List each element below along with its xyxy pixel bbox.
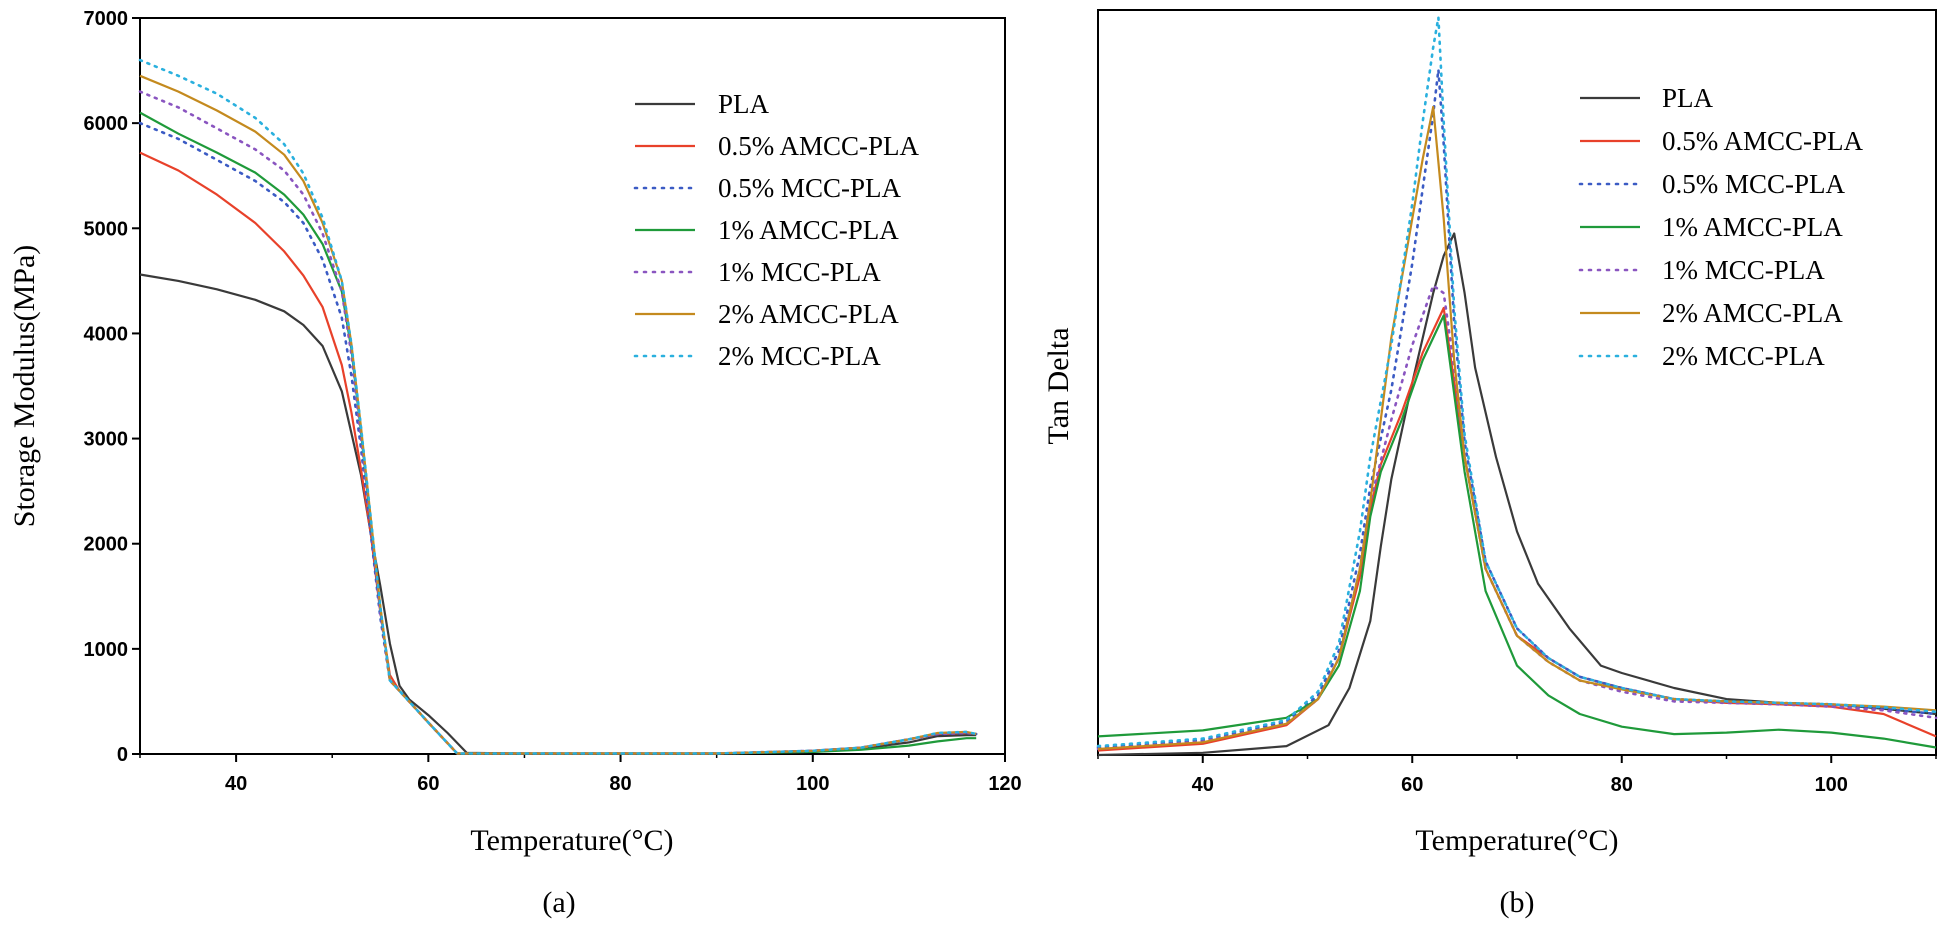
panel-a-y-axis-label: Storage Modulus(MPa) (8, 245, 41, 527)
legend-label: 2% AMCC-PLA (718, 299, 899, 329)
panel-b-series (1096, 16, 1938, 757)
panel-a-series (138, 58, 978, 755)
series-line (139, 111, 977, 755)
x-tick-label: 80 (609, 773, 631, 795)
legend-label: 0.5% MCC-PLA (718, 173, 902, 203)
x-tick-label: 120 (988, 773, 1021, 795)
series-line (1097, 314, 1937, 749)
x-tick-label: 80 (1611, 774, 1633, 796)
legend-label: 1% MCC-PLA (1662, 255, 1825, 285)
x-tick-label: 40 (225, 773, 247, 795)
panel-b-caption: (b) (1500, 886, 1535, 919)
x-tick-label: 100 (1815, 774, 1848, 796)
panel-a-x-axis-label: Temperature(°C) (470, 824, 673, 857)
legend-label: 2% MCC-PLA (1662, 341, 1825, 371)
legend-label: 1% AMCC-PLA (1662, 212, 1843, 242)
y-tick-label: 7000 (84, 8, 129, 30)
panel-a-axis-ticks: 40 60 80 100 120 0 1000 2000 3000 4000 5000 6000 700… (84, 8, 1022, 795)
y-tick-label: 6000 (84, 113, 129, 135)
panel-b: 40 60 80 100 Temperature(°C) Tan Delta PLA 0… (1042, 9, 1938, 919)
legend-label: PLA (1662, 83, 1714, 113)
legend-label: 1% AMCC-PLA (718, 215, 899, 245)
x-tick-label: 100 (796, 773, 829, 795)
panel-a-caption: (a) (542, 886, 575, 919)
x-tick-label: 60 (1401, 774, 1423, 796)
y-tick-label: 0 (117, 744, 128, 766)
y-tick-label: 2000 (84, 534, 129, 556)
panel-a-plot-frame (139, 17, 1006, 755)
y-tick-label: 5000 (84, 218, 129, 240)
legend-label: 2% AMCC-PLA (1662, 298, 1843, 328)
panel-a: 40 60 80 100 120 0 1000 2000 3000 4000 5000 6000 700… (8, 8, 1022, 919)
series-line (1096, 16, 1938, 748)
series-line (1097, 105, 1937, 751)
x-tick-label: 60 (417, 773, 439, 795)
y-tick-label: 1000 (84, 639, 129, 661)
legend-label: 1% MCC-PLA (718, 257, 881, 287)
legend-label: 0.5% MCC-PLA (1662, 169, 1846, 199)
series-line (1097, 232, 1937, 757)
legend-label: 0.5% AMCC-PLA (718, 131, 920, 161)
panel-b-axis-ticks: 40 60 80 100 (1097, 755, 1937, 796)
x-tick-label: 40 (1192, 774, 1214, 796)
panel-a-legend: PLA 0.5% AMCC-PLA 0.5% MCC-PLA 1% AMCC-PLA 1… (633, 89, 920, 371)
legend-label: 0.5% AMCC-PLA (1662, 126, 1864, 156)
panel-b-x-axis-label: Temperature(°C) (1415, 824, 1618, 857)
panel-b-y-axis-label: Tan Delta (1042, 327, 1075, 444)
panel-b-plot-frame (1097, 9, 1937, 756)
panel-b-legend: PLA 0.5% AMCC-PLA 0.5% MCC-PLA 1% AMCC-PLA 1… (1578, 83, 1864, 371)
legend-label: 2% MCC-PLA (718, 341, 881, 371)
series-line (138, 58, 978, 755)
legend-label: PLA (718, 89, 770, 119)
y-tick-label: 4000 (84, 323, 129, 345)
y-tick-label: 3000 (84, 429, 129, 451)
